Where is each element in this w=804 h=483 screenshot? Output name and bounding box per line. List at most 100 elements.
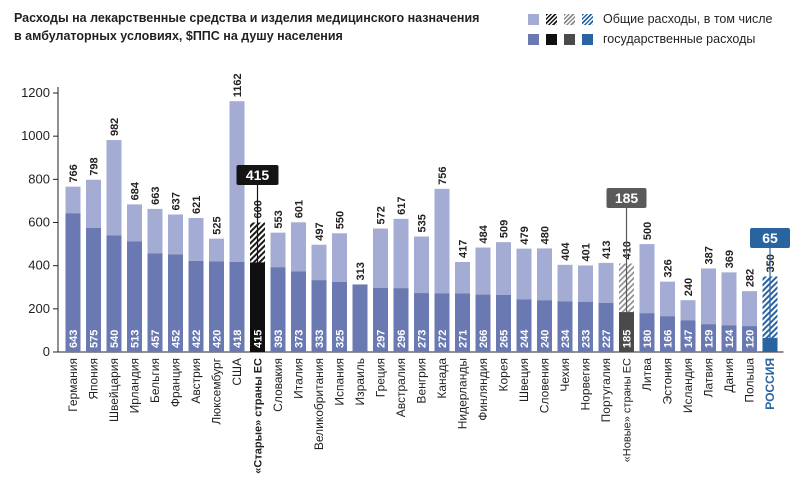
- public-value-label: 418: [232, 330, 244, 348]
- public-value-label: 296: [396, 330, 408, 348]
- bar-total: [537, 248, 552, 301]
- public-value-label: 333: [314, 330, 326, 348]
- category-label: Италия: [292, 358, 306, 399]
- public-value-label: 297: [376, 330, 388, 348]
- callout-label: 65: [762, 230, 778, 246]
- public-value-label: 272: [437, 330, 449, 348]
- total-value-label: 401: [581, 243, 593, 261]
- category-label: Великобритания: [312, 358, 326, 450]
- legend-swatch-old-eu-public: [546, 33, 557, 45]
- category-label: Греция: [374, 358, 388, 397]
- bar-public: [168, 254, 183, 352]
- total-value-label: 798: [89, 157, 101, 175]
- total-value-label: 240: [683, 278, 695, 296]
- chart-title: Расходы на лекарственные средства и изде…: [14, 11, 480, 43]
- bar-total: [721, 272, 737, 326]
- public-value-label: 422: [191, 330, 203, 348]
- legend-total: Общие расходы, в том числе: [528, 11, 772, 27]
- legend-swatch-new-eu-total: [564, 13, 575, 25]
- bar-public: [721, 325, 737, 352]
- y-tick-label: 1000: [21, 128, 50, 143]
- bars: [65, 101, 778, 352]
- bar-public: [229, 261, 245, 352]
- bar-total: [496, 242, 511, 295]
- legend-swatch-russia-public: [582, 33, 593, 45]
- y-tick-label: 200: [28, 301, 50, 316]
- y-tick-label: 1200: [21, 85, 50, 100]
- total-value-label: 621: [191, 196, 203, 214]
- bar-public: [86, 227, 101, 352]
- public-value-label: 540: [109, 330, 121, 348]
- bar-total: [680, 300, 696, 321]
- bar-total: [106, 140, 122, 236]
- category-label: Латвия: [702, 358, 716, 397]
- bar-public: [557, 301, 573, 352]
- category-label: Словакия: [271, 358, 285, 412]
- bar-public: [106, 235, 122, 352]
- legend-swatch-old-eu-total: [546, 13, 557, 25]
- bar-total: [557, 264, 573, 302]
- public-value-label: 166: [663, 330, 675, 348]
- category-label: Нидерланды: [456, 358, 470, 429]
- total-value-label: 484: [478, 224, 490, 243]
- total-value-label: 663: [150, 187, 162, 205]
- y-tick-label: 800: [28, 171, 50, 186]
- legend-public-label: государственные расходы: [603, 32, 756, 46]
- total-value-label: 497: [314, 222, 326, 240]
- bar-public: [762, 337, 778, 352]
- callout-box: [236, 165, 279, 185]
- bar-public: [680, 320, 696, 352]
- bar-public: [270, 267, 286, 352]
- category-label: Норвегия: [579, 358, 593, 411]
- bar-total: [434, 188, 450, 294]
- total-value-label: 601: [294, 200, 306, 218]
- bar-public: [250, 262, 265, 352]
- bar-public: [578, 301, 593, 352]
- total-value-label: 500: [642, 222, 654, 240]
- category-label: Франция: [169, 358, 183, 407]
- bar-public: [311, 280, 327, 352]
- bar-public: [537, 300, 552, 352]
- callout-label: 415: [246, 167, 270, 183]
- total-value-label: 553: [273, 210, 285, 228]
- bar-public: [209, 261, 224, 352]
- total-value-label: 756: [437, 166, 449, 184]
- category-label: Ирландия: [128, 358, 142, 413]
- bar-public: [188, 260, 204, 352]
- category-label: Австрия: [189, 358, 203, 404]
- public-value-label: 265: [499, 330, 511, 348]
- public-value-label: 266: [478, 330, 490, 348]
- bar-public: [414, 293, 429, 352]
- legend-swatch-russia-total: [582, 13, 593, 25]
- public-value-label: 244: [519, 329, 531, 348]
- category-label: Швеция: [517, 358, 531, 402]
- category-label: Швейцария: [107, 358, 121, 422]
- callout-box: [606, 188, 647, 208]
- category-label: Исландия: [681, 358, 695, 413]
- bar-total: [393, 218, 409, 289]
- total-value-label: 480: [540, 226, 552, 244]
- bar-total: [455, 261, 470, 294]
- category-label: США: [230, 358, 244, 386]
- public-value-label: 233: [581, 330, 593, 348]
- total-value-label: 617: [396, 196, 408, 214]
- category-label: Канада: [435, 358, 449, 399]
- total-value-label: 417: [458, 240, 470, 258]
- bar-total: [516, 248, 532, 300]
- bar-total: [639, 244, 655, 314]
- category-label: Финляндия: [476, 358, 490, 421]
- bar-total: [578, 265, 593, 302]
- total-value-label: 404: [560, 242, 572, 261]
- public-value-label: 227: [601, 330, 613, 348]
- public-value-label: 575: [89, 330, 101, 348]
- bar-public: [496, 294, 511, 352]
- public-value-label: 457: [150, 330, 162, 348]
- legend-total-label: Общие расходы, в том числе: [603, 12, 773, 26]
- bar-public: [147, 253, 163, 352]
- bar-total: [311, 244, 327, 281]
- value-labels: 766 643 798 575 982 540 684 513 663 457 637 452 621 4…: [68, 73, 790, 348]
- category-label: Израиль: [353, 358, 367, 405]
- total-value-label: 637: [171, 192, 183, 210]
- bar-total: [332, 233, 347, 282]
- public-value-label: 124: [724, 329, 736, 348]
